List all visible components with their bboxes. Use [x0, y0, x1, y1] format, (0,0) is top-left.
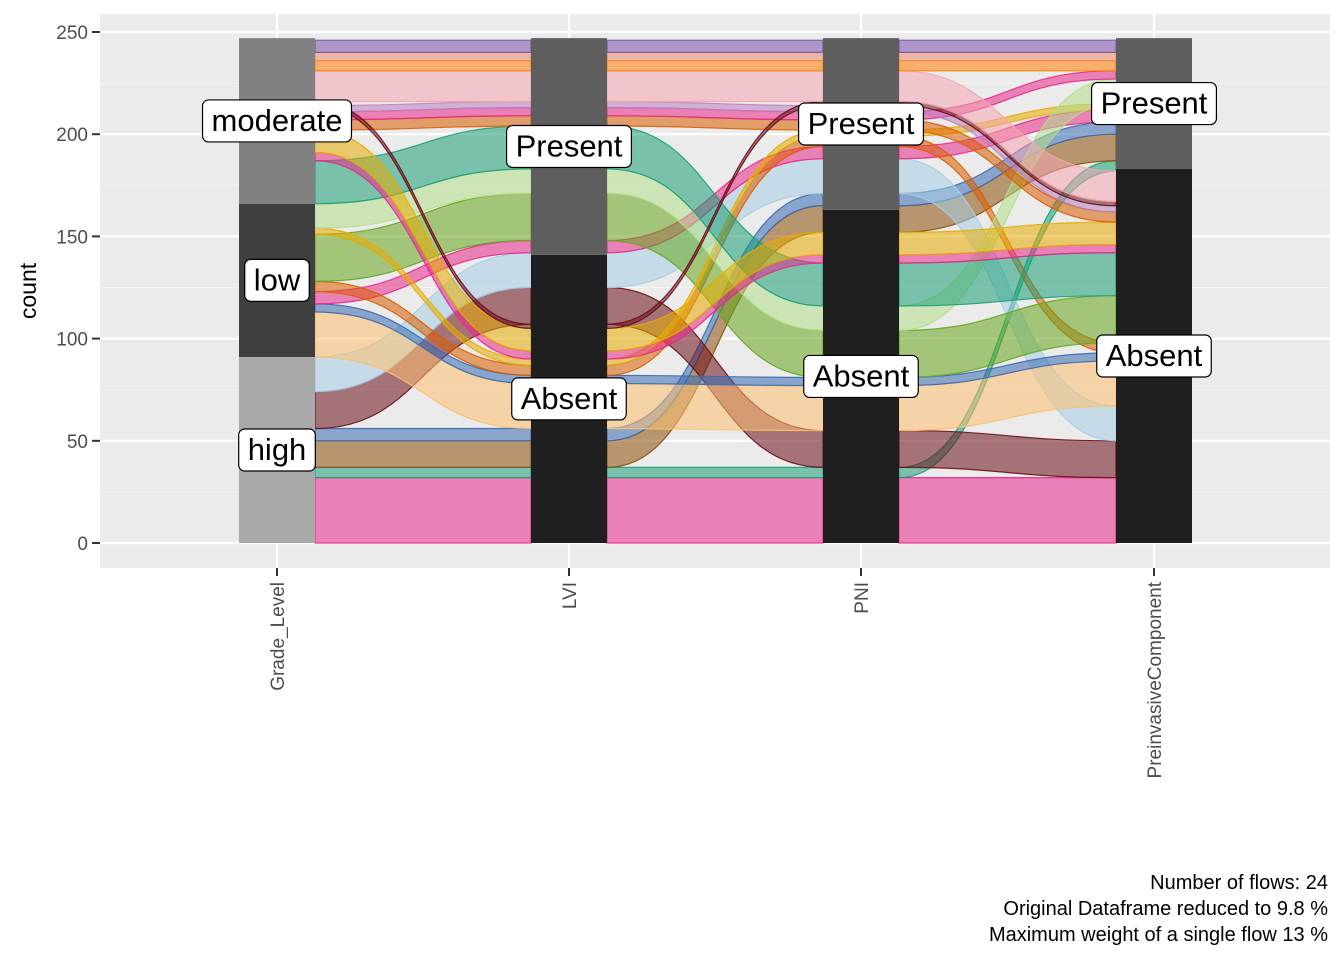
- x-tick-label-pni: PNI: [852, 582, 873, 614]
- stratum-label-grade_level-moderate: moderate: [201, 99, 353, 143]
- stratum-label-lvi-absent: Absent: [511, 377, 627, 421]
- y-tick-label: 50: [67, 432, 88, 453]
- flow-22: [314, 60, 1117, 72]
- stratum-label-preinvasivecomponent-present: Present: [1090, 81, 1218, 126]
- stratum-label-grade_level-low: low: [244, 258, 310, 302]
- svg-text:Absent: Absent: [1106, 338, 1203, 373]
- svg-text:Present: Present: [808, 106, 915, 141]
- axis-layer: 0 50 100 150 200 250 Grade_Level LVI PNI Preinvas…: [56, 23, 1166, 778]
- flow-1: [314, 476, 1117, 544]
- x-tick-label-preinvasivecomponent: PreinvasiveComponent: [1145, 581, 1166, 778]
- stratum-label-pni-present: Present: [797, 102, 925, 146]
- svg-text:Absent: Absent: [813, 358, 910, 393]
- svg-text:Absent: Absent: [521, 381, 618, 416]
- flow-24: [314, 39, 1117, 54]
- y-tick-label: 0: [77, 534, 88, 555]
- svg-text:Present: Present: [1101, 86, 1208, 121]
- chart-caption: Number of flows: 24 Original Dataframe r…: [989, 870, 1328, 948]
- caption-reduction: Original Dataframe reduced to 9.8 %: [1003, 898, 1328, 920]
- caption-flow-count: Number of flows: 24: [1150, 872, 1328, 894]
- caption-max-weight: Maximum weight of a single flow 13 %: [988, 924, 1328, 946]
- svg-text:Present: Present: [516, 128, 623, 163]
- y-tick-label: 150: [56, 227, 88, 248]
- x-tick-label-grade_level: Grade_Level: [268, 582, 289, 691]
- svg-text:low: low: [254, 262, 301, 297]
- x-tick-label-lvi: LVI: [560, 582, 581, 609]
- y-tick-label: 250: [56, 23, 88, 44]
- flow-23: [314, 51, 1117, 62]
- stratum-label-layer: high low moderate Absent Present Absent Presen…: [201, 81, 1218, 472]
- stratum-label-preinvasivecomponent-absent: Absent: [1096, 334, 1212, 378]
- svg-text:moderate: moderate: [212, 103, 343, 138]
- stratum-label-pni-absent: Absent: [803, 354, 919, 399]
- svg-text:high: high: [248, 432, 307, 467]
- y-tick-label: 200: [56, 125, 88, 146]
- y-tick-label: 100: [56, 330, 88, 351]
- stratum-label-lvi-present: Present: [505, 124, 633, 169]
- stratum-label-grade_level-high: high: [238, 428, 316, 472]
- y-axis-title: count: [15, 262, 41, 319]
